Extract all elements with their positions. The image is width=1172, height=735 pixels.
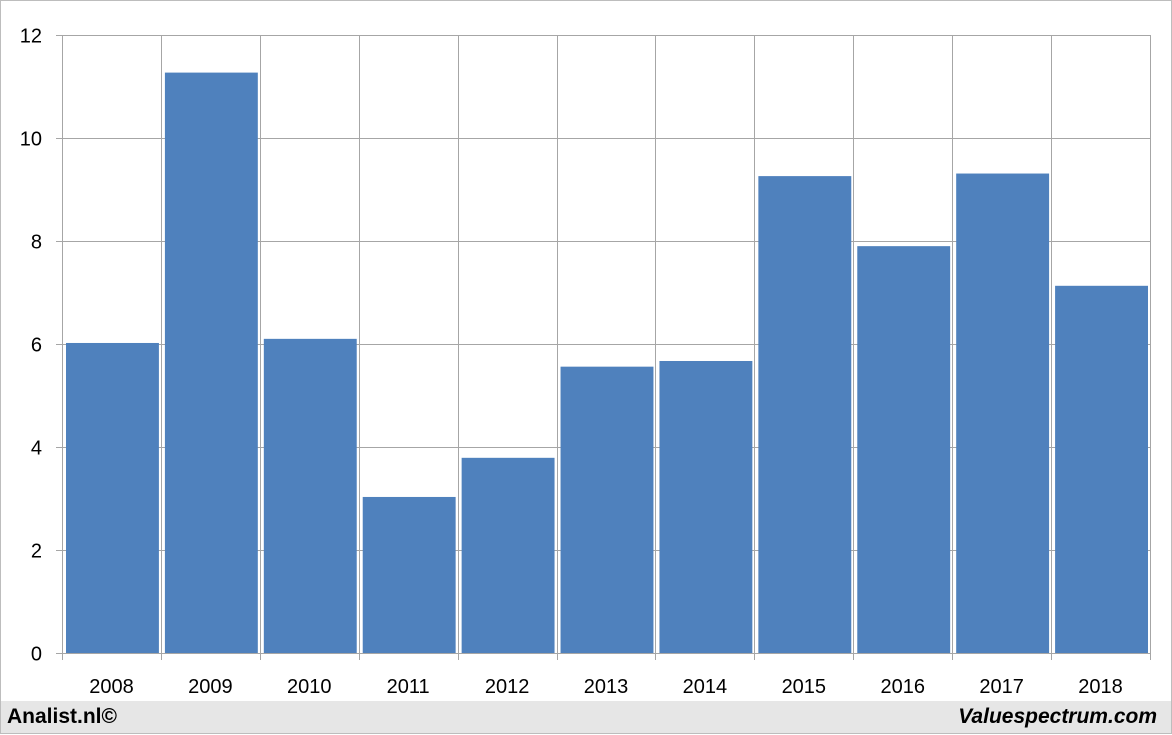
x-tick-label-2014: 2014	[683, 676, 728, 698]
x-tick-label-2012: 2012	[485, 676, 530, 698]
gridlines	[62, 35, 1151, 660]
y-tick-label: 6	[31, 335, 42, 357]
x-tick-label-2016: 2016	[880, 676, 925, 698]
y-tick-label: 0	[31, 644, 42, 666]
tick-labels: 0 2 4 6 8 10 12 2008 2009 2010 2011 2012 2013 2014 201…	[20, 26, 1123, 699]
bar-2016	[857, 246, 951, 653]
axes	[56, 35, 1150, 654]
bar-2009	[164, 72, 258, 654]
x-tick-label-2008: 2008	[89, 676, 134, 698]
x-tick-label-2018: 2018	[1078, 676, 1123, 698]
bar-2012	[461, 457, 555, 653]
bar-2008	[66, 342, 159, 653]
bar-2017	[956, 173, 1050, 653]
bar-2018	[1055, 285, 1148, 653]
bar-2011	[362, 496, 456, 653]
y-tick-label: 10	[20, 129, 42, 151]
footer-right-credit: Valuespectrum.com	[958, 705, 1157, 728]
y-tick-label: 8	[31, 232, 42, 254]
x-tick-label-2011: 2011	[387, 676, 430, 698]
bar-2015	[758, 176, 852, 654]
x-tick-label-2010: 2010	[287, 676, 332, 698]
y-tick-label: 2	[31, 541, 42, 563]
y-tick-label: 12	[20, 26, 42, 48]
x-tick-label-2015: 2015	[782, 676, 827, 698]
bar-2013	[560, 366, 654, 653]
bar-2014	[659, 360, 753, 653]
footer-left-credit: Analist.nl©	[7, 705, 117, 728]
y-tick-label: 4	[31, 438, 42, 460]
footer-bar	[1, 701, 1171, 733]
x-tick-label-2013: 2013	[584, 676, 629, 698]
x-tick-label-2017: 2017	[979, 676, 1024, 698]
x-tick-label-2009: 2009	[188, 676, 233, 698]
bars	[66, 72, 1148, 654]
bar-2010	[263, 338, 357, 653]
